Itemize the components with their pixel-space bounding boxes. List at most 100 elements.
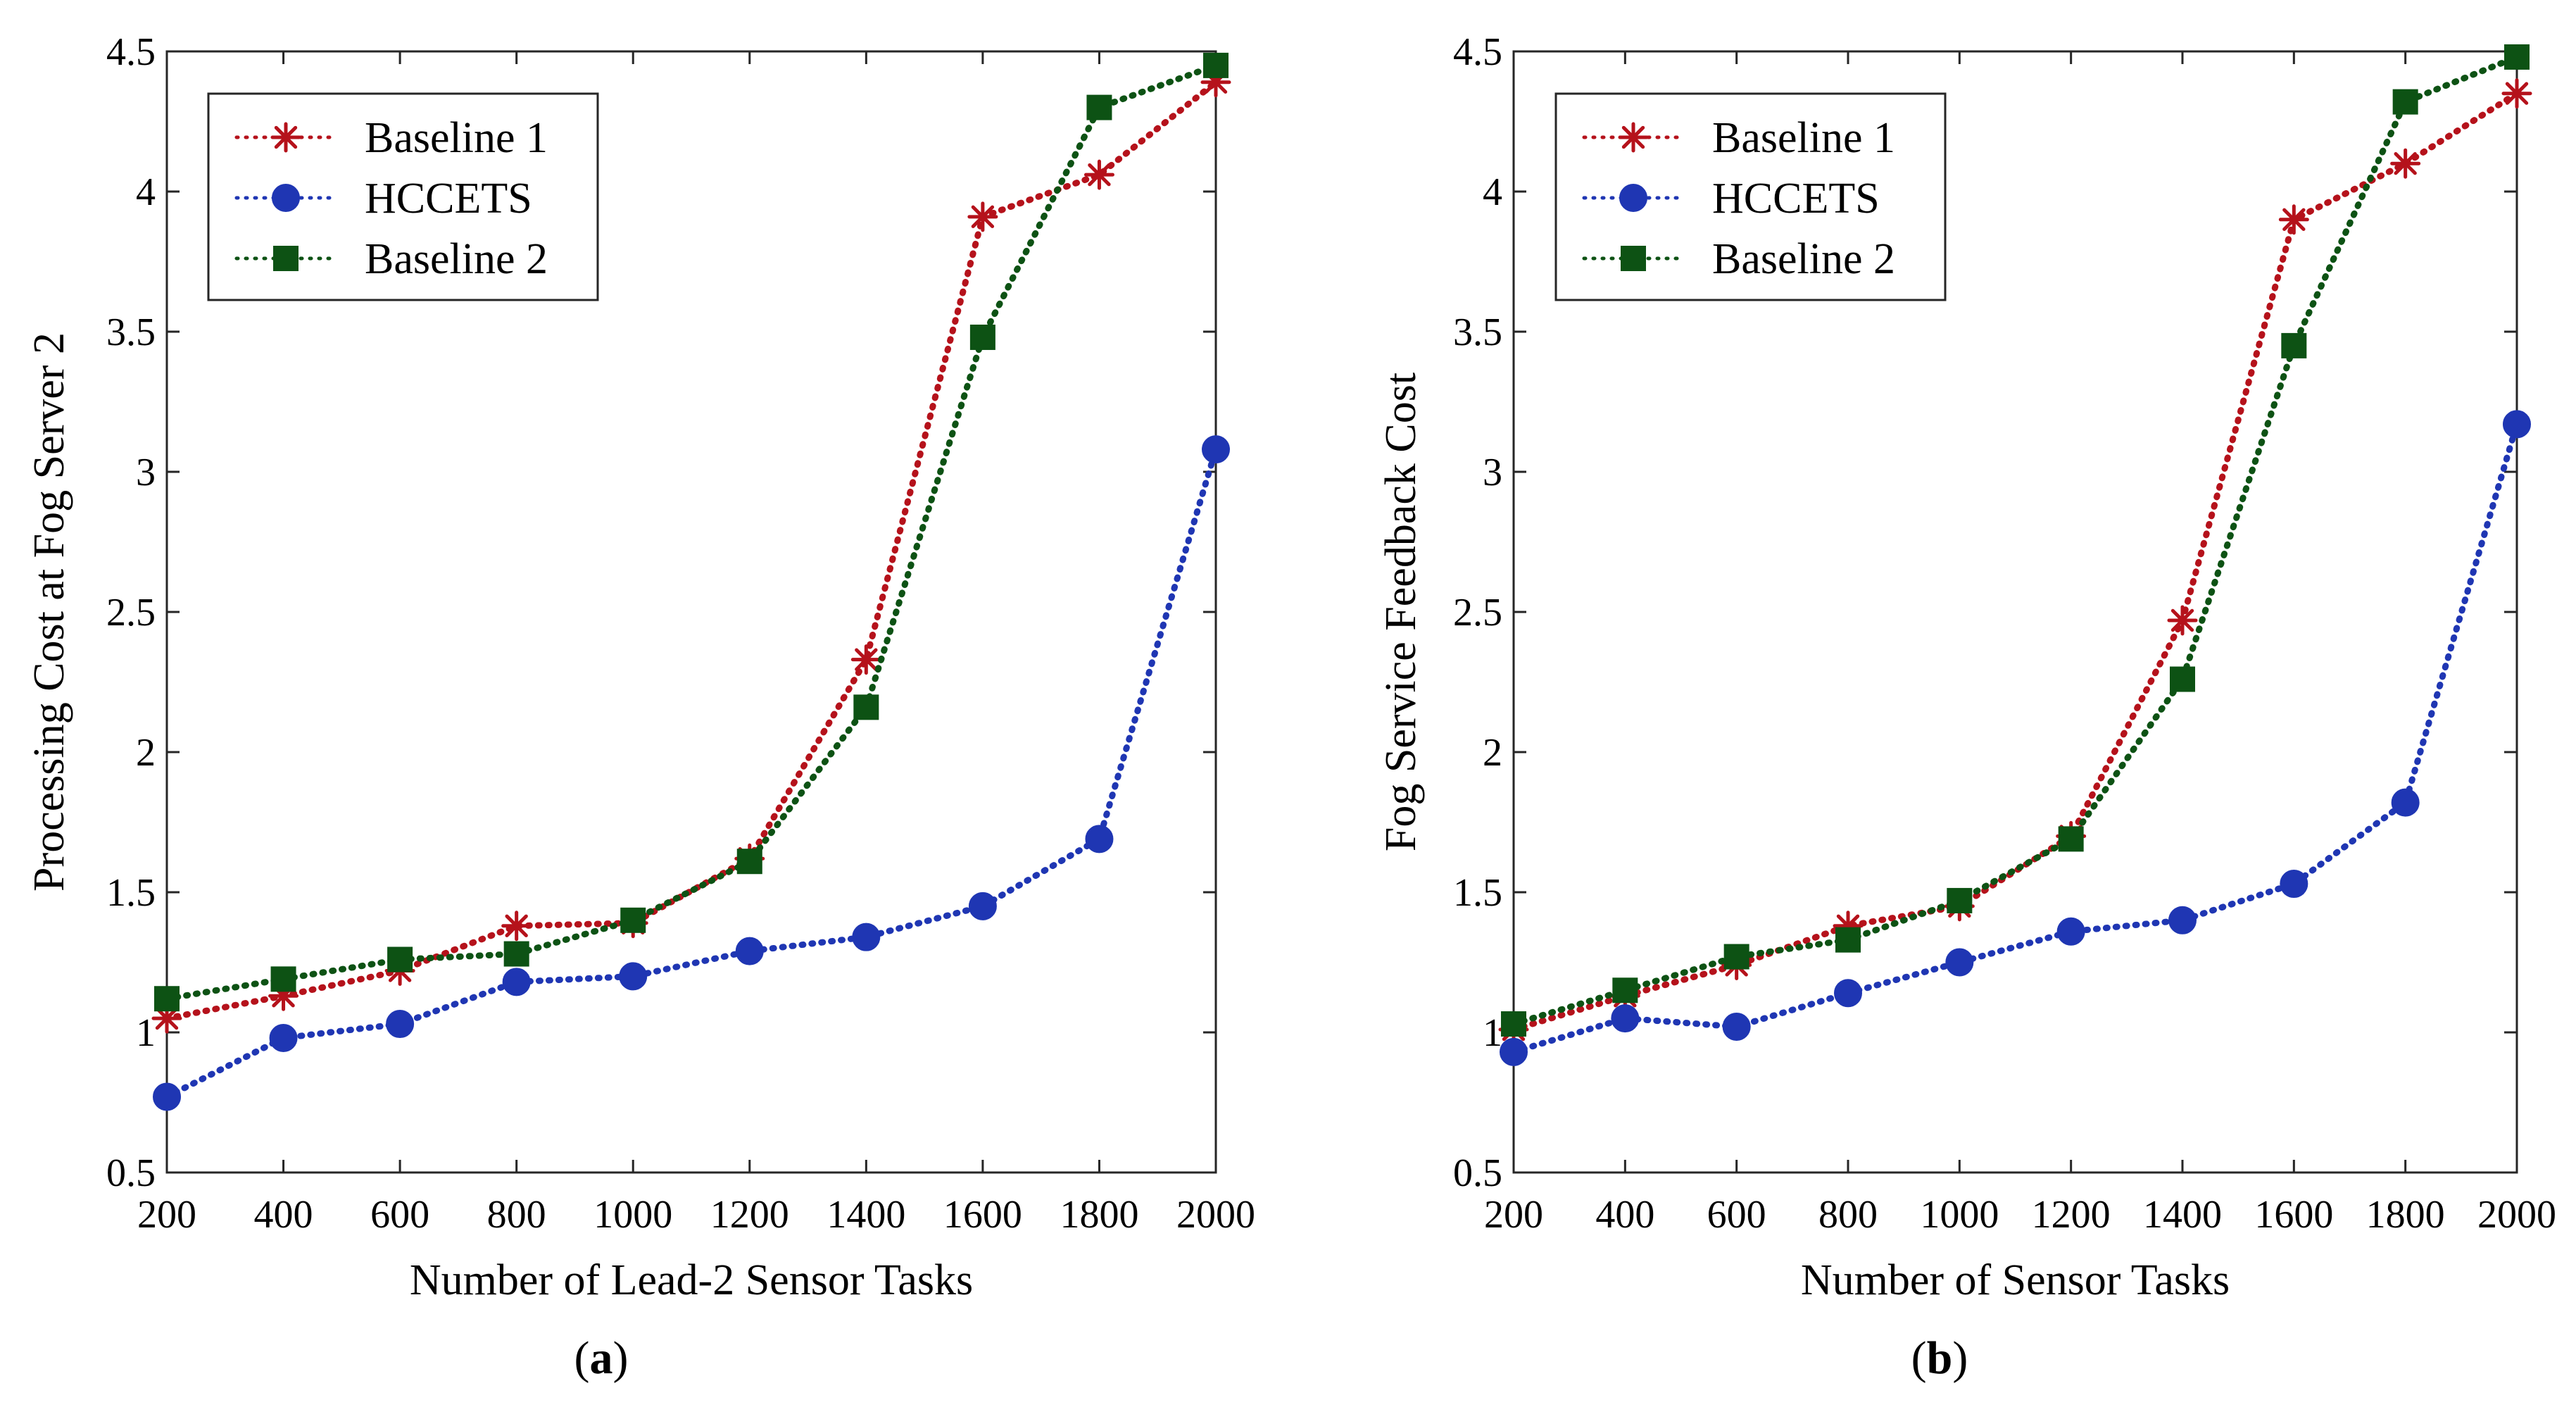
x-tick-label: 1000 — [593, 1193, 672, 1237]
x-tick-label: 1600 — [943, 1193, 1022, 1237]
series-line — [163, 62, 1219, 1002]
data-point — [153, 1082, 181, 1111]
data-point — [2167, 605, 2198, 636]
data-point — [1612, 977, 1638, 1003]
caption-paren: ) — [613, 1332, 629, 1384]
y-tick-label: 2 — [136, 731, 156, 775]
series-line — [1510, 54, 2520, 1027]
x-tick-label: 1200 — [710, 1193, 789, 1237]
x-tick-label: 600 — [1707, 1193, 1766, 1237]
x-tick-label: 600 — [370, 1193, 429, 1237]
legend-marker — [272, 184, 300, 212]
data-point — [1722, 1013, 1751, 1042]
y-axis-label: Processing Cost at Fog Server 2 — [25, 332, 73, 892]
x-tick-label: 1600 — [2254, 1193, 2333, 1237]
data-point — [1611, 1004, 1640, 1033]
x-tick-label: 1000 — [1920, 1193, 1999, 1237]
data-point — [853, 694, 879, 720]
series-line — [1510, 90, 2520, 1033]
data-point — [2278, 204, 2309, 235]
data-point — [1083, 159, 1114, 190]
data-point — [1945, 948, 1974, 977]
legend-label: HCCETS — [1712, 175, 1880, 223]
data-point — [735, 937, 764, 965]
panel-caption: (b) — [1911, 1332, 1968, 1384]
data-point — [2058, 826, 2084, 852]
data-point — [969, 324, 995, 350]
legend-label: Baseline 1 — [365, 114, 548, 162]
legend: Baseline 1 HCCETS Baseline 2 — [207, 92, 599, 301]
legend-label: HCCETS — [365, 175, 532, 223]
data-point — [1086, 94, 1112, 120]
data-point — [2392, 89, 2418, 115]
legend-item: Baseline 1 — [234, 114, 548, 162]
data-point — [1200, 67, 1231, 98]
series-line — [163, 446, 1219, 1101]
data-point — [1947, 887, 1973, 913]
data-point — [850, 644, 881, 675]
x-tick-label: 2000 — [2477, 1193, 2556, 1237]
data-point — [619, 962, 648, 991]
data-point — [967, 201, 998, 232]
legend-item: HCCETS — [234, 175, 532, 223]
data-point — [2391, 788, 2420, 817]
y-axis-label: Fog Service Feedback Cost — [1377, 373, 1425, 851]
legend-marker — [270, 122, 301, 153]
x-tick-label: 1400 — [827, 1193, 905, 1237]
y-tick-label: 4.5 — [106, 30, 156, 74]
data-point — [2170, 666, 2195, 692]
data-point — [1085, 825, 1114, 853]
y-tick-label: 1 — [1483, 1011, 1502, 1055]
data-point — [151, 1003, 182, 1034]
data-point — [852, 923, 881, 951]
x-tick-label: 1800 — [1060, 1193, 1138, 1237]
x-tick-label: 1200 — [2032, 1193, 2111, 1237]
data-point — [1834, 979, 1862, 1008]
data-point — [269, 1023, 298, 1052]
data-point — [386, 1010, 415, 1039]
legend-marker — [1621, 246, 1646, 271]
series-baseline-2 — [154, 52, 1229, 1012]
data-point — [2281, 332, 2307, 358]
data-point — [2504, 44, 2530, 70]
data-point — [968, 892, 997, 920]
data-point — [1202, 435, 1230, 464]
x-axis-label: Number of Lead-2 Sensor Tasks — [410, 1256, 973, 1304]
x-axis-label: Number of Sensor Tasks — [1801, 1256, 2230, 1304]
data-point — [387, 946, 413, 973]
caption-paren: ( — [1911, 1332, 1927, 1384]
data-point — [270, 966, 296, 992]
x-tick-label: 800 — [487, 1193, 546, 1237]
data-point — [620, 907, 646, 933]
y-tick-label: 4.5 — [1453, 30, 1502, 74]
x-tick-label: 200 — [1484, 1193, 1543, 1237]
legend-item: Baseline 1 — [1582, 114, 1895, 162]
data-point — [501, 911, 532, 942]
data-point — [1500, 1037, 1528, 1066]
y-tick-label: 2 — [1483, 731, 1502, 775]
x-tick-label: 1400 — [2143, 1193, 2222, 1237]
caption-paren: ) — [1952, 1332, 1968, 1384]
series-line — [1510, 420, 2520, 1056]
y-tick-label: 1.5 — [1453, 871, 1502, 915]
data-point — [2503, 410, 2531, 439]
y-tick-label: 0.5 — [106, 1151, 156, 1195]
legend-marker — [1618, 122, 1649, 153]
y-tick-label: 3 — [1483, 451, 1502, 494]
data-point — [1501, 1011, 1526, 1037]
data-point — [2280, 870, 2308, 899]
legend-item: HCCETS — [1582, 175, 1880, 223]
data-point — [1723, 944, 1749, 970]
caption-letter: a — [590, 1332, 613, 1384]
data-point — [2168, 906, 2197, 934]
y-tick-label: 3.5 — [1453, 311, 1502, 354]
caption-paren: ( — [574, 1332, 590, 1384]
legend-label: Baseline 2 — [1712, 235, 1895, 283]
y-tick-label: 1.5 — [106, 871, 156, 915]
y-tick-label: 2.5 — [106, 591, 156, 634]
data-point — [1833, 911, 1864, 942]
legend-item: Baseline 2 — [234, 235, 548, 283]
panel-caption: (a) — [574, 1332, 629, 1384]
